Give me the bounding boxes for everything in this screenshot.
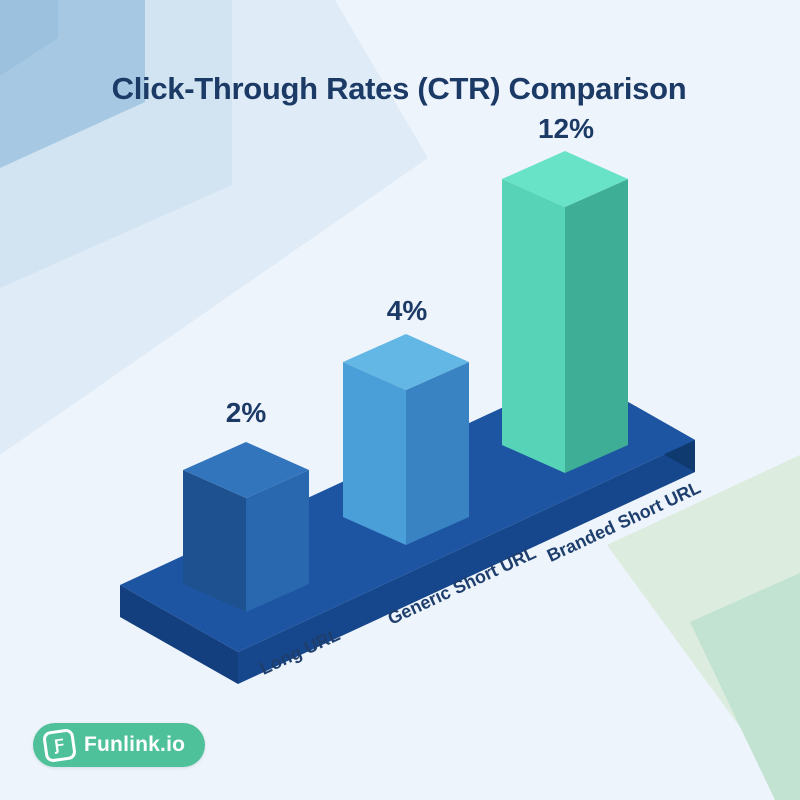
decor-br-inner-shape [690, 573, 800, 800]
chart-title: Click-Through Rates (CTR) Comparison [111, 70, 687, 106]
brand-logo-text: Funlink.io [84, 733, 186, 756]
bar-branded-short-url-left-face [502, 179, 565, 473]
platform-left-end-face [120, 585, 238, 684]
funlink-logo-icon: Ƒ [41, 727, 78, 763]
value-label-generic-short-url: 4% [386, 295, 428, 326]
platform-front-face [238, 440, 695, 684]
decor-tl-corner-shape [0, 0, 58, 76]
bar-generic-short-url-left-face [343, 362, 406, 545]
brand-logo-pill: Ƒ Funlink.io [33, 723, 206, 767]
value-label-long-url: 2% [225, 397, 267, 428]
bar-long-url-right-face [246, 470, 309, 612]
bar-branded-short-url-right-face [565, 179, 628, 473]
value-label-branded-short-url: 12% [537, 113, 595, 144]
bar-long-url-top-face [183, 442, 309, 498]
bar-long-url-left-face [183, 470, 246, 612]
bars-layer [183, 151, 628, 612]
bar-generic-short-url-top-face [343, 334, 469, 390]
bar-branded-short-url-top-face [502, 151, 628, 207]
decor-top-left [0, 0, 428, 455]
bar-generic-short-url-right-face [406, 362, 469, 545]
decor-bottom-right [607, 455, 800, 800]
